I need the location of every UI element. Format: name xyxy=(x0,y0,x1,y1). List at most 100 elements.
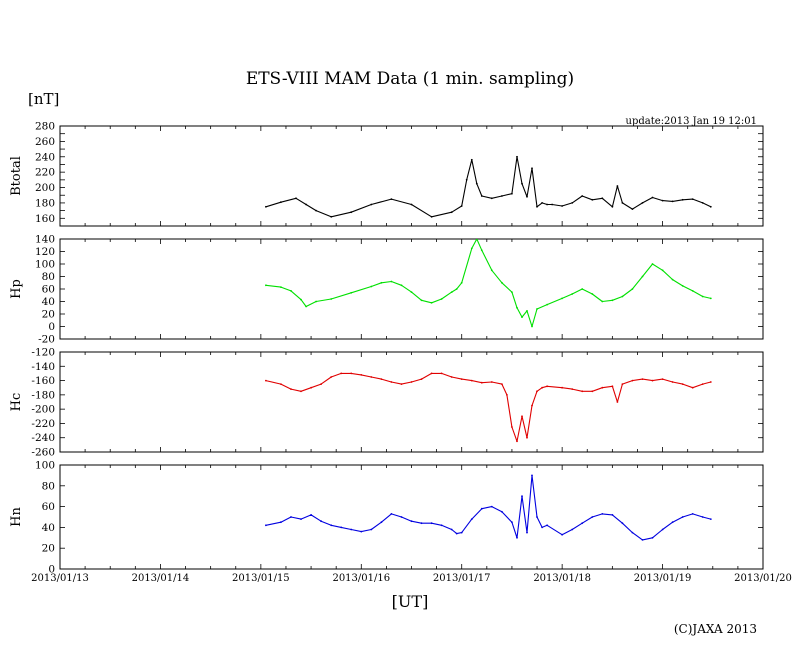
data-point-hc xyxy=(290,388,292,390)
data-point-hn xyxy=(450,528,453,531)
data-point-btotal xyxy=(265,205,267,208)
panel-frame xyxy=(59,464,764,570)
data-point-hc xyxy=(691,386,694,389)
data-point-btotal xyxy=(591,198,594,201)
x-axis-label: [UT] xyxy=(392,592,429,611)
data-point-hp xyxy=(330,298,333,300)
y-tick-label: -140 xyxy=(31,361,55,373)
data-point-btotal xyxy=(330,215,333,218)
data-point-hn xyxy=(310,514,312,516)
data-point-hc xyxy=(460,378,463,380)
data-point-hp xyxy=(410,291,413,293)
copyright-notice: (C)JAXA 2013 xyxy=(674,622,757,636)
y-axis-label: Hc xyxy=(9,393,24,412)
data-point-hc xyxy=(531,404,533,407)
data-point-btotal xyxy=(709,205,712,208)
data-point-hp xyxy=(350,291,353,294)
data-point-hc xyxy=(701,383,704,385)
data-point-btotal xyxy=(546,203,548,206)
y-tick-label: 100 xyxy=(35,259,55,271)
data-point-hp xyxy=(591,293,594,295)
data-point-hc xyxy=(661,378,664,380)
data-point-btotal xyxy=(621,202,624,204)
data-point-hn xyxy=(521,495,523,498)
data-point-hn xyxy=(611,514,614,516)
data-point-btotal xyxy=(475,182,478,185)
data-point-hn xyxy=(290,516,292,518)
y-axis-label: Hp xyxy=(9,279,24,299)
data-point-btotal xyxy=(511,192,513,195)
data-point-hp xyxy=(661,269,664,272)
y-tick-label: 80 xyxy=(42,480,55,492)
data-point-hn xyxy=(410,520,413,523)
data-point-hc xyxy=(526,436,528,439)
data-point-hn xyxy=(470,518,473,520)
data-point-hc xyxy=(671,381,674,383)
data-point-btotal xyxy=(631,208,634,211)
data-point-hp xyxy=(536,308,538,310)
data-point-hn xyxy=(546,524,548,527)
data-point-btotal xyxy=(536,205,538,208)
x-tick-label: 2013/01/20 xyxy=(734,573,792,584)
data-point-hp xyxy=(511,291,513,293)
data-point-btotal xyxy=(681,198,684,201)
data-point-hp xyxy=(526,310,528,312)
data-point-hn xyxy=(661,528,664,531)
data-point-hn xyxy=(526,531,528,534)
data-point-hp xyxy=(621,295,624,298)
data-point-hc xyxy=(420,378,423,380)
data-point-btotal xyxy=(430,215,433,218)
data-point-btotal xyxy=(571,202,574,204)
data-point-hn xyxy=(681,516,684,518)
x-tick-label: 2013/01/15 xyxy=(232,573,290,584)
data-point-hn xyxy=(370,528,373,531)
y-tick-label: 20 xyxy=(42,543,55,555)
y-tick-label: -240 xyxy=(31,432,55,444)
data-point-btotal xyxy=(601,197,604,200)
unit-label: [nT] xyxy=(28,90,59,108)
data-point-hn xyxy=(440,524,443,527)
data-point-hn xyxy=(490,505,493,508)
data-point-hn xyxy=(561,533,563,536)
data-point-hc xyxy=(541,386,543,389)
y-axis-label: Btotal xyxy=(9,156,24,196)
data-point-hp xyxy=(709,297,712,300)
data-point-hc xyxy=(400,383,403,385)
data-point-btotal xyxy=(641,202,644,204)
data-point-hn xyxy=(571,528,574,531)
data-point-hp xyxy=(601,300,604,303)
data-point-hp xyxy=(701,295,704,298)
y-tick-label: 100 xyxy=(35,460,55,472)
data-point-hc xyxy=(410,381,413,383)
data-point-hc xyxy=(490,381,493,383)
data-point-hn xyxy=(651,536,654,539)
data-point-hp xyxy=(280,286,282,288)
panel-frame xyxy=(59,238,764,340)
data-point-hc xyxy=(370,376,373,378)
data-point-hc xyxy=(621,383,624,385)
y-tick-label: 60 xyxy=(42,501,55,513)
data-point-btotal xyxy=(390,198,393,201)
y-tick-label: -200 xyxy=(31,404,55,416)
data-point-hc xyxy=(516,440,518,443)
y-tick-label: -20 xyxy=(38,334,55,346)
data-point-hn xyxy=(400,516,403,518)
data-point-hp xyxy=(681,285,684,287)
y-tick-label: 180 xyxy=(35,197,55,209)
data-point-hn xyxy=(480,507,483,510)
data-point-btotal xyxy=(450,211,453,214)
data-point-hn xyxy=(420,522,423,525)
data-point-hc xyxy=(521,415,523,418)
chart-title: ETS-VIII MAM Data (1 min. sampling) xyxy=(246,69,574,89)
data-point-hp xyxy=(430,301,433,304)
data-point-hp xyxy=(455,288,458,290)
data-point-hc xyxy=(571,388,574,390)
data-point-hp xyxy=(370,285,373,288)
data-point-btotal xyxy=(460,205,463,207)
y-tick-label: -160 xyxy=(31,375,55,387)
data-point-hp xyxy=(641,275,644,278)
data-point-hc xyxy=(641,378,644,380)
data-point-hp xyxy=(315,300,317,303)
data-point-btotal xyxy=(671,200,674,203)
y-tick-label: 40 xyxy=(42,296,55,308)
